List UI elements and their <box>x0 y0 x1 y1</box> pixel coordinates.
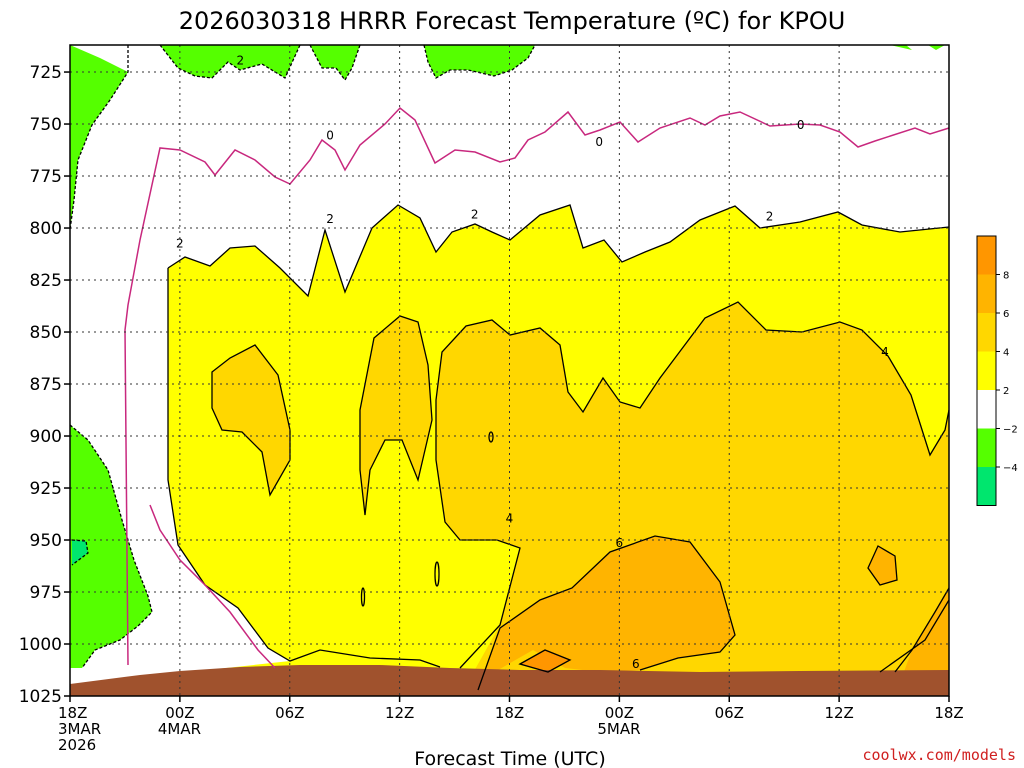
contour-6-main <box>477 535 736 691</box>
colorbar-frame <box>976 235 997 506</box>
contour-4-west <box>211 344 291 497</box>
region-minus4-to-minus2-left <box>70 45 128 230</box>
contour-label: 0 <box>595 135 603 149</box>
x-tick-label: 00Z <box>605 704 634 722</box>
colorbar-label: −4 <box>1003 463 1018 474</box>
y-tick-label: 1025 <box>19 687 62 707</box>
contour-label: 6 <box>616 536 624 550</box>
x-tick-label: 06Z <box>715 704 744 722</box>
y-tick-label: 950 <box>30 531 62 551</box>
x-tick-label: 3MAR <box>58 720 101 738</box>
region-minus4-to-minus2-top <box>70 45 535 80</box>
contour-label: 2 <box>326 212 334 226</box>
y-tick-label: 775 <box>30 167 62 187</box>
colorbar-label: −2 <box>1003 425 1018 436</box>
contour-minus4-cell <box>71 539 89 566</box>
contour-minus2-top <box>159 44 536 82</box>
colorbar-swatch <box>977 428 996 467</box>
grid <box>70 45 949 696</box>
region-minus4-to-minus2-lower <box>70 425 152 668</box>
region-minus4-to-minus2-corner <box>890 45 945 50</box>
contour-labels: 2 0 0 0 2 2 2 2 4 4 6 6 <box>176 54 889 671</box>
region-4-to-6-west <box>212 345 290 495</box>
contour-0-lower <box>149 504 276 669</box>
y-tick-label: 975 <box>30 583 62 603</box>
contour-small-cell-a <box>488 431 494 443</box>
colorbar-label: 8 <box>1003 271 1009 282</box>
contour-label: 4 <box>881 345 889 359</box>
contour-small-cell-c <box>360 587 366 607</box>
y-tick-label: 850 <box>30 323 62 343</box>
region-6-to-8-small <box>868 546 897 585</box>
credit-link[interactable]: coolwx.com/models <box>862 746 1016 764</box>
contour-label: 0 <box>797 118 805 132</box>
plot-area <box>69 44 950 697</box>
y-tick-label: 875 <box>30 375 62 395</box>
y-tick-label: 800 <box>30 219 62 239</box>
colorbar-swatch <box>977 236 996 275</box>
contour-label: 2 <box>236 54 244 68</box>
contour-0-upper <box>124 106 950 666</box>
contour-8-cell <box>518 649 572 673</box>
contour-4-east <box>879 599 950 673</box>
x-tick-label: 06Z <box>275 704 304 722</box>
x-tick-label: 00Z <box>165 704 194 722</box>
contour-label: 2 <box>471 208 479 222</box>
y-tick-label: 750 <box>30 115 62 135</box>
contour-6-small <box>867 545 898 586</box>
x-tick-label: 12Z <box>385 704 414 722</box>
contour-label: 4 <box>506 511 514 525</box>
chart-title: 2026030318 HRRR Forecast Temperature (ºC… <box>179 7 846 35</box>
y-tick-label: 900 <box>30 427 62 447</box>
x-tick-label: 18Z <box>495 704 524 722</box>
contour-minus2-left <box>69 45 129 231</box>
y-tick-label: 725 <box>30 63 62 83</box>
x-tick-label: 2026 <box>58 736 96 754</box>
colorbar-label: 4 <box>1003 348 1009 359</box>
x-tick-label: 4MAR <box>158 720 201 738</box>
colorbar: 8 6 4 2 −2 −4 <box>976 235 1018 506</box>
x-tick-label: 12Z <box>824 704 853 722</box>
contour-6-east <box>894 587 950 673</box>
x-tick-label: 18Z <box>58 704 87 722</box>
y-axis: 725 750 775 800 825 850 875 900 925 950 975 1000 102… <box>19 63 70 707</box>
contour-4-main <box>435 301 950 669</box>
region-4-to-6-mid <box>360 316 432 515</box>
contour-minus2-lower <box>69 424 153 669</box>
contour-small-cell-b <box>434 561 440 587</box>
contour-4-mid <box>359 315 433 516</box>
x-axis-label: Forecast Time (UTC) <box>414 748 605 768</box>
x-tick-label: 5MAR <box>597 720 640 738</box>
colorbar-swatch <box>977 313 996 352</box>
contour-label: 6 <box>632 657 640 671</box>
contour-label: 2 <box>176 237 184 251</box>
contour-2-left <box>167 268 441 668</box>
contour-2-main <box>167 204 950 298</box>
y-tick-label: 1000 <box>19 635 62 655</box>
colorbar-label: 6 <box>1003 309 1009 320</box>
y-tick-label: 925 <box>30 479 62 499</box>
contour-label: 2 <box>766 210 774 224</box>
contour-label: 0 <box>326 129 334 143</box>
colorbar-swatch <box>977 351 996 390</box>
colorbar-swatch <box>977 390 996 429</box>
x-tick-label: 18Z <box>934 704 963 722</box>
colorbar-swatch <box>977 274 996 313</box>
colorbar-label: 2 <box>1003 386 1009 397</box>
colorbar-swatch <box>977 467 996 506</box>
region-below-minus4 <box>72 540 88 565</box>
y-tick-label: 825 <box>30 271 62 291</box>
